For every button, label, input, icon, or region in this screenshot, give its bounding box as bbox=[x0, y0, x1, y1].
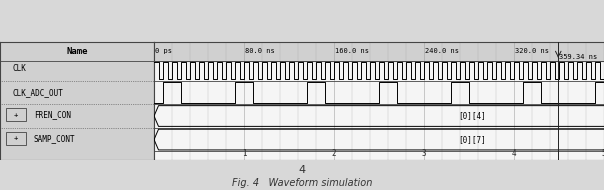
Text: FREN_CON: FREN_CON bbox=[34, 110, 71, 119]
Text: CLK_ADC_OUT: CLK_ADC_OUT bbox=[12, 88, 63, 97]
FancyBboxPatch shape bbox=[6, 132, 26, 145]
Text: 3: 3 bbox=[422, 149, 426, 158]
Text: 240.0 ns: 240.0 ns bbox=[425, 48, 459, 54]
Text: 320.0 ns: 320.0 ns bbox=[515, 48, 549, 54]
Text: 4: 4 bbox=[298, 165, 306, 175]
Text: 2: 2 bbox=[332, 149, 336, 158]
Text: [0][7]: [0][7] bbox=[458, 135, 486, 144]
Text: 0 ps: 0 ps bbox=[155, 48, 172, 54]
Text: Name: Name bbox=[66, 47, 88, 56]
Text: 1: 1 bbox=[242, 149, 246, 158]
Text: CLK: CLK bbox=[12, 64, 26, 73]
Text: SAMP_CONT: SAMP_CONT bbox=[34, 134, 76, 143]
Text: +: + bbox=[14, 112, 18, 118]
Text: 5: 5 bbox=[602, 149, 604, 158]
Text: Fig. 4   Waveform simulation: Fig. 4 Waveform simulation bbox=[232, 178, 372, 188]
FancyBboxPatch shape bbox=[6, 108, 26, 121]
Text: [0][4]: [0][4] bbox=[458, 112, 486, 120]
Text: +: + bbox=[14, 135, 18, 141]
Bar bbox=[0, 42, 154, 61]
Text: 359.34 ns: 359.34 ns bbox=[559, 54, 597, 60]
Text: 4: 4 bbox=[512, 149, 516, 158]
Text: 160.0 ns: 160.0 ns bbox=[335, 48, 369, 54]
Bar bbox=[154, 42, 604, 61]
Text: 80.0 ns: 80.0 ns bbox=[245, 48, 275, 54]
